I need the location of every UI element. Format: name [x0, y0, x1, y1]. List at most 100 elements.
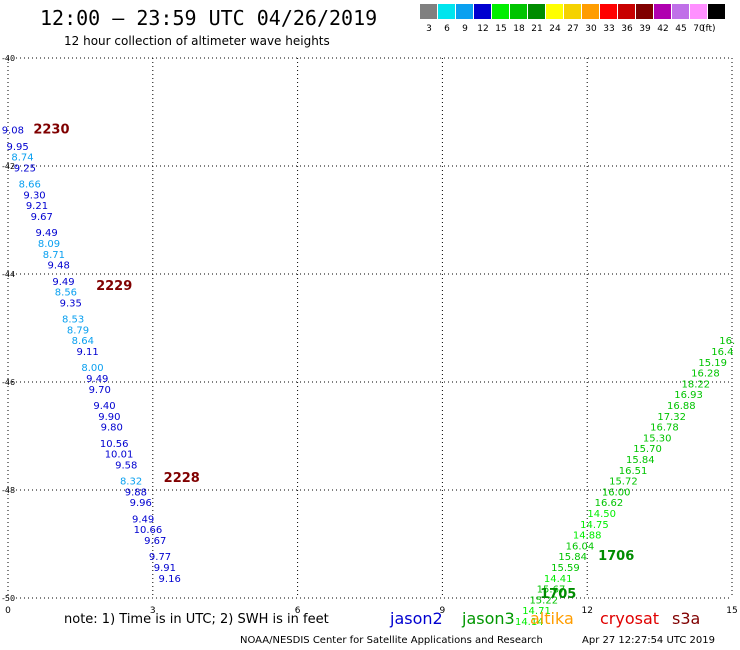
swh-value-label: 16.51: [619, 466, 648, 477]
scale-label: 9: [462, 24, 468, 34]
swh-value-label: 14.75: [580, 520, 609, 531]
swh-value-label: 9.67: [144, 536, 166, 547]
scale-swatch: [492, 4, 509, 19]
swh-value-label: 9.70: [89, 385, 111, 396]
swh-value-label: 9.67: [31, 212, 53, 223]
swh-value-label: 8.00: [81, 363, 103, 374]
swh-value-label: 9.58: [115, 460, 137, 471]
swh-value-label: 14.50: [587, 509, 616, 520]
swh-value-label: 9.77: [149, 552, 171, 563]
scale-label: 30: [585, 24, 597, 34]
scale-swatch: [708, 4, 725, 19]
swh-value-label: 8.64: [72, 336, 94, 347]
swh-value-label: 9.80: [101, 423, 123, 434]
swh-value-label: 8.56: [55, 288, 77, 299]
scale-label: 12: [477, 24, 489, 34]
footer-credit: NOAA/NESDIS Center for Satellite Applica…: [240, 635, 543, 646]
swh-value-label: 9.49: [86, 374, 108, 385]
swh-value-label: 16.28: [691, 369, 720, 380]
scale-label: 21: [531, 24, 543, 34]
scale-label: 70: [693, 24, 705, 34]
y-tick-label: -48: [2, 486, 15, 495]
swh-value-label: 15.70: [633, 444, 662, 455]
scale-label: 39: [639, 24, 651, 34]
swh-value-label: 16.62: [595, 498, 624, 509]
swh-value-label: 8.66: [19, 180, 41, 191]
y-tick-label: -46: [2, 378, 15, 387]
swh-value-label: 16.88: [667, 401, 696, 412]
swh-value-label: 8.53: [62, 315, 84, 326]
swh-value-label: 8.74: [11, 153, 33, 164]
legend-jason2: jason2: [390, 609, 443, 628]
footer-timestamp: Apr 27 12:27:54 UTC 2019: [582, 635, 715, 646]
pass-time-label: 2230: [33, 123, 69, 138]
swh-value-label: 15.59: [551, 563, 580, 574]
scale-swatch: [456, 4, 473, 19]
scale-swatch: [672, 4, 689, 19]
swh-value-label: 9.40: [93, 401, 115, 412]
scale-swatch: [582, 4, 599, 19]
scale-swatch: [420, 4, 437, 19]
x-tick-label: 0: [5, 606, 11, 616]
y-tick-label: -42: [2, 162, 15, 171]
scale-swatch: [654, 4, 671, 19]
swh-value-label: 9.08: [2, 126, 24, 137]
swh-value-label: 16.00: [602, 487, 631, 498]
swh-value-label: 9.25: [14, 163, 36, 174]
scale-swatch: [546, 4, 563, 19]
scale-label: 24: [549, 24, 561, 34]
swh-value-label: 15.22: [529, 595, 558, 606]
scale-swatch: [564, 4, 581, 19]
swh-value-label: 9.48: [48, 261, 70, 272]
swh-value-label: 9.35: [60, 298, 82, 309]
scale-swatch: [528, 4, 545, 19]
swh-value-label: 14.88: [573, 531, 602, 542]
swh-value-label: 9.11: [77, 347, 99, 358]
scale-swatch: [438, 4, 455, 19]
legend-s3a: s3a: [672, 609, 701, 628]
x-tick-label: 12: [581, 606, 592, 616]
note-text: note: 1) Time is in UTC; 2) SWH is in fe…: [64, 612, 329, 627]
swh-value-label: 9.49: [132, 514, 154, 525]
pass-time-label: 2229: [96, 279, 132, 294]
legend-cryosat: cryosat: [600, 609, 660, 628]
swh-value-label: 10.01: [105, 450, 134, 461]
scale-label: 36: [621, 24, 633, 34]
scale-unit: (ft): [702, 24, 716, 34]
scale-label: 6: [444, 24, 450, 34]
swh-value-label: 14.14: [515, 617, 544, 628]
swh-value-label: 15.67: [537, 585, 566, 596]
scale-swatch: [600, 4, 617, 19]
swh-value-label: 8.09: [38, 239, 60, 250]
swh-value-label: 9.49: [35, 228, 57, 239]
swh-value-label: 9.21: [26, 201, 48, 212]
swh-value-label: 8.79: [67, 325, 89, 336]
swh-value-label: 9.96: [130, 498, 152, 509]
swh-value-label: 16.93: [674, 390, 703, 401]
scale-swatch: [510, 4, 527, 19]
swh-value-label: 15.84: [558, 552, 587, 563]
x-tick-label: 9: [440, 606, 446, 616]
pass-time-label: 2228: [164, 471, 200, 486]
scale-label: 18: [513, 24, 525, 34]
swh-value-label: 14.71: [522, 606, 551, 617]
swh-value-label: 16.: [719, 336, 735, 347]
swh-value-label: 14.41: [544, 574, 573, 585]
y-tick-label: -40: [2, 54, 15, 63]
scale-label: 45: [675, 24, 687, 34]
swh-value-label: 10.66: [134, 525, 163, 536]
pass-time-label: 1706: [598, 549, 634, 564]
swh-value-label: 16.04: [566, 541, 595, 552]
swh-value-label: 9.16: [159, 574, 181, 585]
swh-value-label: 16.4: [711, 347, 733, 358]
chart-subtitle: 12 hour collection of altimeter wave hei…: [64, 34, 330, 48]
chart-title: 12:00 – 23:59 UTC 04/26/2019: [40, 6, 378, 30]
scale-label: 3: [426, 24, 432, 34]
swh-value-label: 9.49: [52, 277, 74, 288]
legend-altika: altika: [530, 609, 574, 628]
scale-label: 15: [495, 24, 507, 34]
swh-value-label: 9.88: [125, 487, 147, 498]
legend-jason3: jason3: [462, 609, 515, 628]
